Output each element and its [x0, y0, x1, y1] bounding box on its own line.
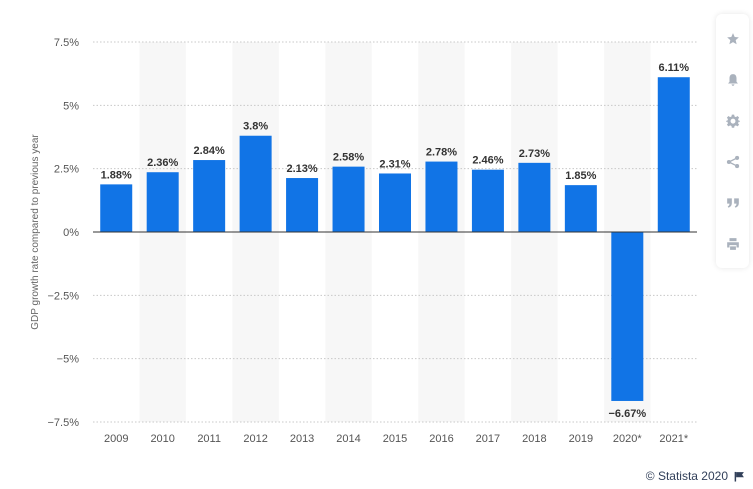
x-tick-label: 2017 — [476, 433, 500, 445]
credit-text[interactable]: © Statista 2020 — [645, 469, 728, 483]
bar — [611, 232, 644, 401]
bar — [425, 161, 458, 232]
bar — [193, 160, 226, 232]
x-tick-label: 2019 — [569, 433, 593, 445]
print-button[interactable] — [716, 223, 749, 264]
y-tick-label: −2.5% — [48, 290, 80, 302]
bar — [564, 185, 597, 232]
data-label: 2.36% — [147, 157, 178, 169]
x-tick-label: 2021* — [659, 433, 688, 445]
notification-button[interactable] — [716, 59, 749, 100]
bar — [146, 172, 179, 232]
bar — [518, 162, 551, 232]
settings-button[interactable] — [716, 100, 749, 141]
gear-icon — [725, 114, 740, 128]
bar — [100, 184, 133, 232]
y-tick-label: 5% — [63, 100, 79, 112]
data-label: 1.85% — [565, 170, 596, 182]
y-tick-label: 2.5% — [54, 164, 79, 176]
cite-button[interactable] — [716, 182, 749, 223]
x-tick-label: 2013 — [290, 433, 314, 445]
x-tick-label: 2016 — [429, 433, 453, 445]
data-label: 2.73% — [519, 148, 550, 160]
quote-icon — [726, 197, 739, 208]
y-tick-label: 0% — [63, 227, 79, 239]
data-label: 3.8% — [243, 121, 268, 133]
share-button[interactable] — [716, 141, 749, 182]
data-label: 2.84% — [194, 145, 225, 157]
x-tick-label: 2018 — [522, 433, 546, 445]
y-tick-label: −7.5% — [48, 417, 80, 429]
data-label: 2.58% — [333, 152, 364, 164]
data-label: 2.13% — [286, 163, 317, 175]
data-label: 2.31% — [379, 158, 410, 170]
x-tick-label: 2014 — [336, 433, 360, 445]
bar — [332, 166, 365, 232]
data-label: 1.88% — [101, 169, 132, 181]
bar — [657, 77, 690, 232]
data-label: −6.67% — [608, 408, 646, 420]
bar — [379, 173, 411, 232]
y-tick-label: 7.5% — [54, 37, 79, 49]
share-icon — [726, 155, 739, 168]
y-axis-label: GDP growth rate compared to previous yea… — [30, 134, 41, 330]
data-label: 2.46% — [472, 155, 503, 167]
data-label: 6.11% — [658, 62, 689, 74]
chart-toolbar — [716, 14, 749, 268]
star-icon — [726, 32, 739, 44]
y-tick-label: −5% — [57, 354, 80, 366]
bar — [239, 135, 272, 232]
bell-icon — [727, 73, 738, 86]
favorite-button[interactable] — [716, 18, 749, 59]
bar — [286, 178, 319, 232]
data-label: 2.78% — [426, 147, 457, 159]
x-tick-label: 2011 — [197, 433, 221, 445]
x-tick-label: 2009 — [104, 433, 128, 445]
x-tick-label: 2015 — [383, 433, 407, 445]
x-tick-label: 2012 — [243, 433, 267, 445]
x-tick-label: 2020* — [613, 433, 642, 445]
statista-credit[interactable]: © Statista 2020 — [646, 469, 745, 483]
flag-icon[interactable] — [734, 471, 745, 482]
x-tick-label: 2010 — [150, 433, 174, 445]
bar — [471, 169, 504, 232]
print-icon — [726, 237, 739, 250]
